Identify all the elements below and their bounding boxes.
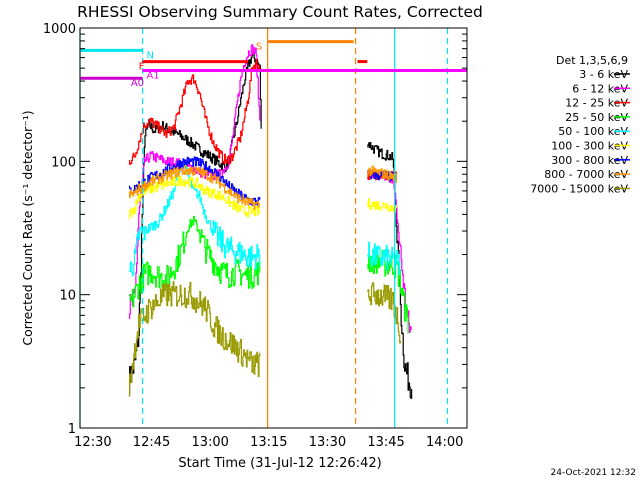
flag-label-n: N (146, 50, 153, 61)
y-tick-label-1000: 1000 (43, 22, 76, 37)
legend-entry-5: 50 - 100 keV (558, 125, 628, 138)
plot-frame (79, 27, 468, 429)
series-trace-1-seg1 (128, 51, 262, 394)
x-tick-label-4: 13:30 (309, 435, 346, 450)
x-tick-label-6: 14:00 (426, 435, 463, 450)
series-trace-8-seg2 (367, 165, 397, 184)
x-tick-label-1: 12:45 (133, 435, 170, 450)
x-tick-label-0: 12:30 (74, 435, 111, 450)
y-tick-label-1: 1 (68, 422, 76, 437)
legend-entry-3: 12 - 25 keV (565, 97, 628, 110)
series-trace-3-seg1 (128, 59, 261, 165)
series-trace-9-seg1 (128, 281, 261, 397)
series-trace-1-seg2 (367, 142, 413, 399)
flag-label-a0: A0 (131, 78, 144, 89)
chart-title: RHESSI Observing Summary Count Rates, Co… (77, 3, 483, 21)
series-trace-6-seg2 (367, 198, 397, 213)
x-axis-label: Start Time (31-Jul-12 12:26:42) (178, 456, 381, 471)
flag-label-f: F (139, 62, 145, 73)
legend-entry-4: 25 - 50 keV (565, 111, 628, 124)
x-tick-label-3: 13:15 (250, 435, 287, 450)
legend-title: Det 1,3,5,6,9 (556, 54, 628, 67)
date-stamp: 24-Oct-2021 12:32 (551, 468, 636, 478)
series-layer (128, 44, 413, 399)
legend-entry-9: 7000 - 15000 keV (530, 182, 628, 195)
legend-entry-6: 100 - 300 keV (551, 140, 628, 153)
legend-entry-1: 3 - 6 keV (579, 68, 628, 81)
series-trace-6-seg1 (128, 175, 261, 220)
x-tick-label-2: 13:00 (191, 435, 228, 450)
legend-entry-7: 300 - 800 keV (551, 154, 628, 167)
series-trace-8-seg1 (128, 164, 261, 210)
series-trace-5-seg1 (128, 162, 261, 277)
x-tick-label-5: 13:45 (367, 435, 404, 450)
legend-entry-2: 6 - 12 keV (572, 82, 628, 95)
series-trace-7-seg1 (128, 156, 261, 206)
y-axis-label: Corrected Count Rate (s⁻¹ detector⁻¹) (20, 110, 35, 345)
axes-layer: 1 10 100 1000 12:30 12:45 13:00 13:15 13:30 13:45… (43, 22, 467, 450)
series-trace-4-seg1 (128, 215, 261, 308)
y-tick-label-100: 100 (51, 155, 76, 170)
y-tick-label-10: 10 (59, 289, 76, 304)
series-trace-4-seg2 (367, 248, 409, 334)
legend-entry-8: 800 - 7000 keV (544, 168, 628, 181)
flag-label-s: S (256, 42, 262, 53)
flag-label-a1: A1 (146, 71, 159, 82)
